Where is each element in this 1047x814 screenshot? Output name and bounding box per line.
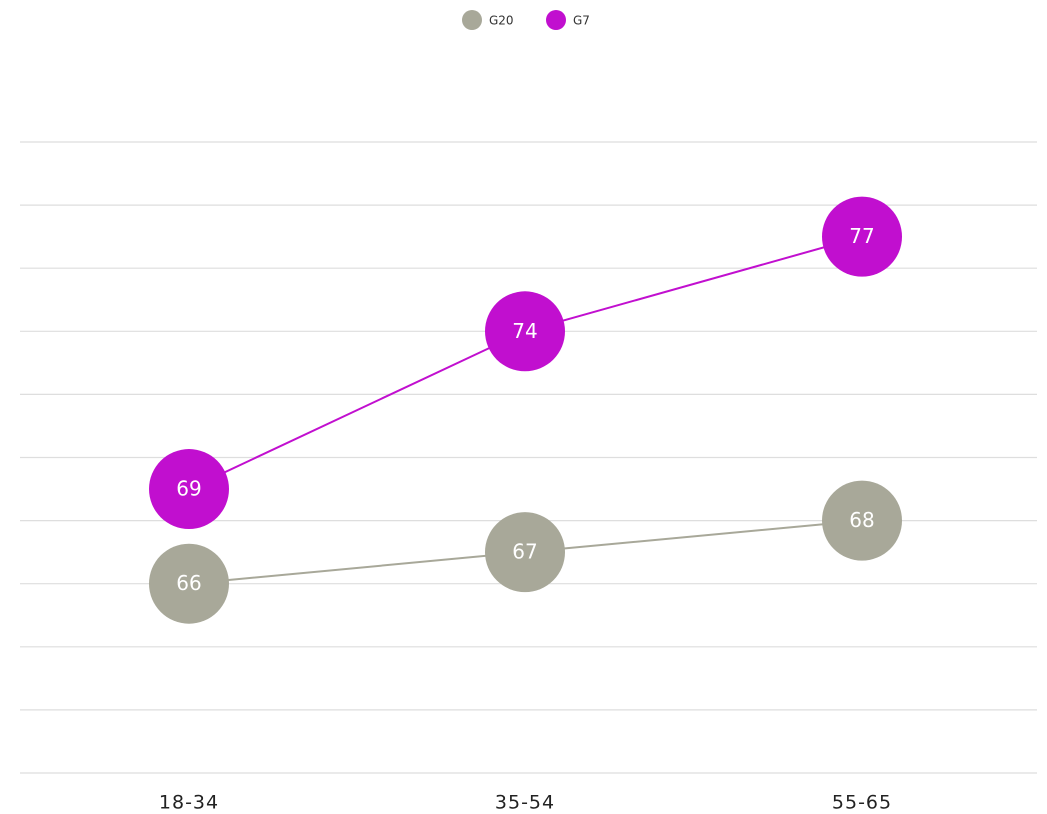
marker (822, 480, 902, 561)
value-label: 67 (512, 540, 537, 564)
legend-swatch (546, 10, 566, 30)
legend-label: G7 (573, 14, 590, 28)
value-label: 77 (849, 224, 874, 248)
value-label: 69 (176, 477, 201, 501)
value-label: 74 (512, 319, 537, 343)
value-label: 66 (176, 571, 201, 595)
legend-label: G20 (489, 14, 514, 28)
legend-swatch (462, 10, 482, 30)
marker (149, 449, 229, 530)
value-label: 68 (849, 508, 874, 532)
x-tick-label: 55-65 (832, 792, 892, 814)
marker (485, 291, 565, 372)
marker (485, 512, 565, 593)
x-tick-label: 18-34 (159, 792, 219, 814)
x-tick-label: 35-54 (495, 792, 555, 814)
marker (822, 196, 902, 277)
marker (149, 543, 229, 624)
